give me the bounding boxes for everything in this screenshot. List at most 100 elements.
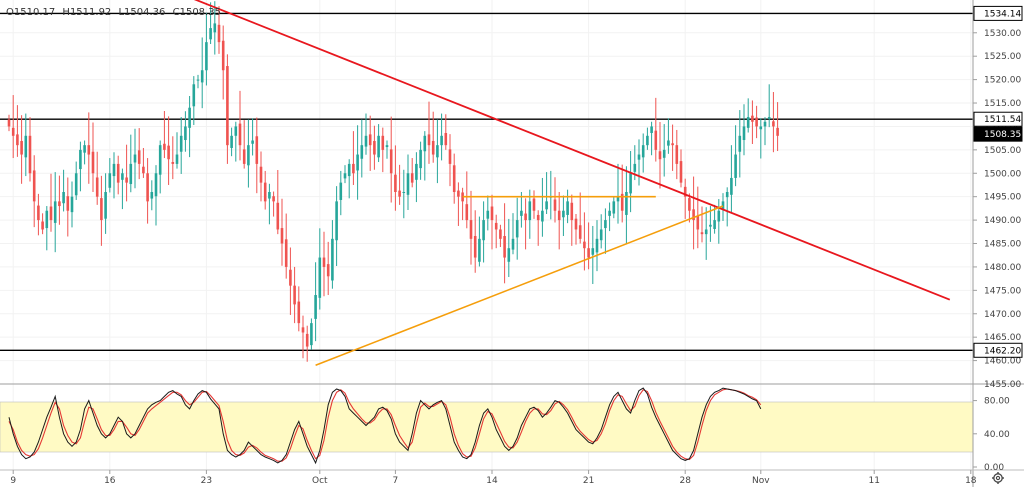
candle — [192, 76, 196, 126]
candle-body — [259, 166, 263, 183]
price-tick-label: 1505.00 — [984, 146, 1021, 156]
ohlc-low: L1504.36 — [118, 7, 166, 18]
candle-body — [599, 229, 603, 241]
candle — [679, 149, 683, 188]
candle — [641, 133, 645, 173]
candle — [662, 124, 666, 177]
candle-body — [713, 220, 716, 229]
candle — [62, 169, 65, 212]
candle — [583, 212, 586, 271]
candle — [179, 117, 183, 174]
candle-body — [305, 333, 309, 347]
candle — [373, 125, 376, 170]
candle — [431, 111, 435, 163]
candle-body — [276, 202, 280, 230]
price-tick-label: 1470.00 — [984, 310, 1021, 320]
price-tag-box — [973, 342, 1023, 358]
candle-body — [641, 145, 645, 158]
candle-body — [553, 199, 557, 211]
candle-body — [179, 135, 183, 152]
candle — [213, 1, 217, 55]
time-tick-label: 21 — [583, 476, 594, 486]
candle — [620, 164, 624, 223]
candle — [725, 187, 729, 227]
candle-body — [587, 248, 590, 258]
candle — [541, 177, 544, 237]
candle-body — [482, 220, 485, 241]
candle — [49, 173, 53, 232]
candle — [398, 164, 401, 205]
candle — [121, 168, 124, 210]
time-tick-label: 7 — [393, 476, 399, 486]
time-tick-label: 23 — [201, 476, 212, 486]
candle-body — [100, 198, 103, 221]
candle — [28, 117, 32, 182]
candle-body — [377, 135, 380, 158]
candle — [158, 140, 162, 194]
candle — [612, 196, 616, 219]
price-tag-label: 1534.14 — [984, 9, 1021, 19]
candle — [221, 25, 225, 100]
price-tick-label: 1520.00 — [984, 76, 1021, 86]
candle-body — [431, 140, 435, 155]
candle — [24, 113, 28, 177]
candle-body — [536, 214, 540, 221]
candle — [226, 54, 229, 164]
candle — [272, 191, 275, 217]
candle — [520, 192, 523, 228]
candle-body — [268, 192, 271, 199]
candle-body — [301, 327, 305, 333]
candle — [419, 141, 422, 180]
candle — [524, 198, 527, 250]
candle-body — [133, 154, 137, 163]
candle — [654, 97, 658, 162]
candle — [74, 161, 78, 200]
candle-body — [637, 154, 641, 160]
time-tick-label: 9 — [10, 476, 16, 486]
candle — [11, 95, 15, 159]
candle — [66, 177, 70, 237]
candle-body — [436, 145, 439, 158]
candle-body — [37, 205, 40, 221]
candle — [255, 117, 259, 194]
candle-body — [763, 121, 767, 127]
level-price-tag: 1511.54 — [973, 111, 1023, 127]
price-tag-label: 1511.54 — [984, 115, 1021, 125]
candle — [406, 154, 410, 211]
candle-body — [192, 84, 196, 107]
ohlc-close: C1508.35 — [172, 7, 221, 18]
candle-body — [671, 143, 674, 146]
candle — [381, 127, 385, 173]
candle — [452, 153, 456, 204]
candle-body — [91, 151, 95, 174]
candle — [578, 192, 582, 244]
candle — [692, 176, 695, 250]
candle — [759, 118, 763, 159]
candle-body — [217, 24, 221, 43]
candle-body — [515, 220, 519, 238]
gear-icon[interactable] — [992, 472, 1004, 484]
candle-body — [709, 224, 712, 227]
stochastic-layer — [8, 387, 762, 465]
candle — [734, 125, 737, 187]
candle-body — [112, 163, 116, 177]
candle — [402, 169, 406, 219]
candle-body — [167, 145, 170, 160]
candle — [45, 206, 49, 251]
candle — [112, 152, 116, 199]
downtrend-line — [193, 0, 951, 301]
candle — [587, 222, 590, 270]
candle-body — [347, 163, 351, 177]
candle-body — [394, 174, 397, 192]
candle-body — [339, 182, 343, 200]
candle-body — [574, 218, 578, 230]
candle-body — [767, 117, 771, 119]
candle-body — [20, 140, 23, 155]
trend-lines-layer — [193, 0, 951, 367]
candle — [196, 74, 200, 89]
candle — [499, 224, 502, 248]
candle-body — [415, 163, 418, 180]
candle-body — [49, 206, 53, 221]
